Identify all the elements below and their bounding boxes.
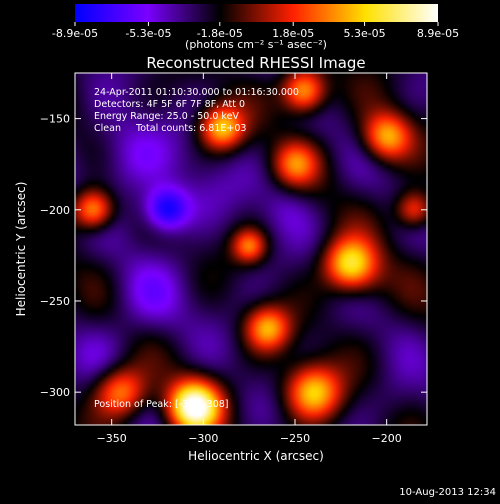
- colorbar-unit-label: (photons cm⁻² s⁻¹ asec⁻²): [185, 38, 327, 51]
- y-tick-label: −250: [40, 295, 70, 308]
- annotation-time-range: 24-Apr-2011 01:10:30.000 to 01:16:30.000: [94, 87, 299, 98]
- y-axis-label: Heliocentric Y (arcsec): [14, 182, 28, 317]
- y-tick-label: −150: [40, 113, 70, 126]
- colorbar-ticks: -8.9e-05 -5.3e-05 -1.8e-05 1.8e-05 5.3e-05 8.…: [52, 22, 459, 40]
- annotation-total-counts: Clean Total counts: 6.81E+03: [94, 123, 246, 134]
- plot-frame: [74, 72, 428, 426]
- heatmap-image: [75, 73, 427, 425]
- x-tick-label: −200: [372, 432, 402, 445]
- colorbar-tick-label: 1.8e-05: [272, 27, 314, 40]
- colorbar-tick-label: 5.3e-05: [343, 27, 385, 40]
- x-axis-ticks: −350 −300 −250 −200: [97, 73, 402, 445]
- colorbar-tick-label: -8.9e-05: [52, 27, 98, 40]
- annotation-detectors: Detectors: 4F 5F 6F 7F 8F, Att 0: [94, 99, 245, 110]
- colorbar-tick-label: -1.8e-05: [197, 27, 243, 40]
- x-tick-label: −300: [188, 432, 218, 445]
- footer-date: 10-Aug-2013 12:34: [399, 487, 496, 498]
- colorbar-tick-label: 8.9e-05: [417, 27, 459, 40]
- peak-position-label: Position of Peak: [-302,-308]: [94, 399, 229, 410]
- y-tick-label: −300: [40, 386, 70, 399]
- y-tick-label: −200: [40, 204, 70, 217]
- x-axis-label: Heliocentric X (arcsec): [188, 449, 324, 463]
- colorbar-tick-label: -5.3e-05: [125, 27, 171, 40]
- x-tick-label: −350: [97, 432, 127, 445]
- chart-title: Reconstructed RHESSI Image: [146, 54, 365, 72]
- y-axis-ticks: −150 −200 −250 −300: [40, 113, 427, 399]
- annotation-energy-range: Energy Range: 25.0 - 50.0 keV: [94, 111, 239, 122]
- x-tick-label: −250: [280, 432, 310, 445]
- annotation-block: 24-Apr-2011 01:10:30.000 to 01:16:30.000…: [94, 87, 299, 134]
- colorbar: [75, 4, 438, 22]
